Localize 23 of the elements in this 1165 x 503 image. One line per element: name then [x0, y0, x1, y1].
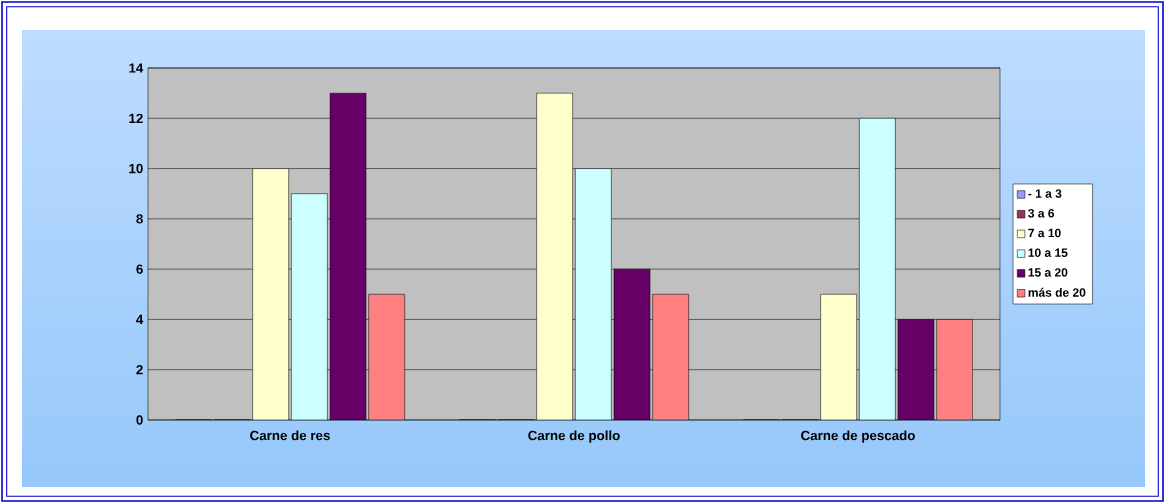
x-tick-label: Carne de pollo: [528, 430, 620, 443]
y-tick-label: 8: [136, 214, 143, 224]
legend-label: más de 20: [1028, 287, 1086, 297]
legend-label: 7 a 10: [1028, 228, 1061, 238]
bar: [897, 319, 935, 420]
y-tick-label: 14: [129, 63, 144, 73]
y-tick-label: 6: [136, 264, 143, 274]
legend-label: - 1 a 3: [1028, 189, 1062, 198]
bar: [859, 118, 896, 420]
y-tick-label: 4: [136, 314, 144, 324]
y-tick-label: 0: [136, 415, 143, 425]
bar: [291, 193, 328, 420]
bar: [329, 92, 367, 420]
y-tick-label: 10: [129, 163, 143, 174]
legend-label: 3 a 6: [1028, 209, 1055, 218]
x-tick-label: Carne de pescado: [801, 430, 915, 443]
bar: [575, 168, 612, 420]
y-tick-label: 2: [136, 365, 143, 375]
y-tick-label: 12: [129, 113, 143, 123]
legend-label: 15 a 20: [1028, 268, 1068, 277]
bar: [613, 268, 651, 420]
legend-label: 10 a 15: [1028, 248, 1068, 257]
x-tick-label: Carne de res: [250, 430, 330, 441]
